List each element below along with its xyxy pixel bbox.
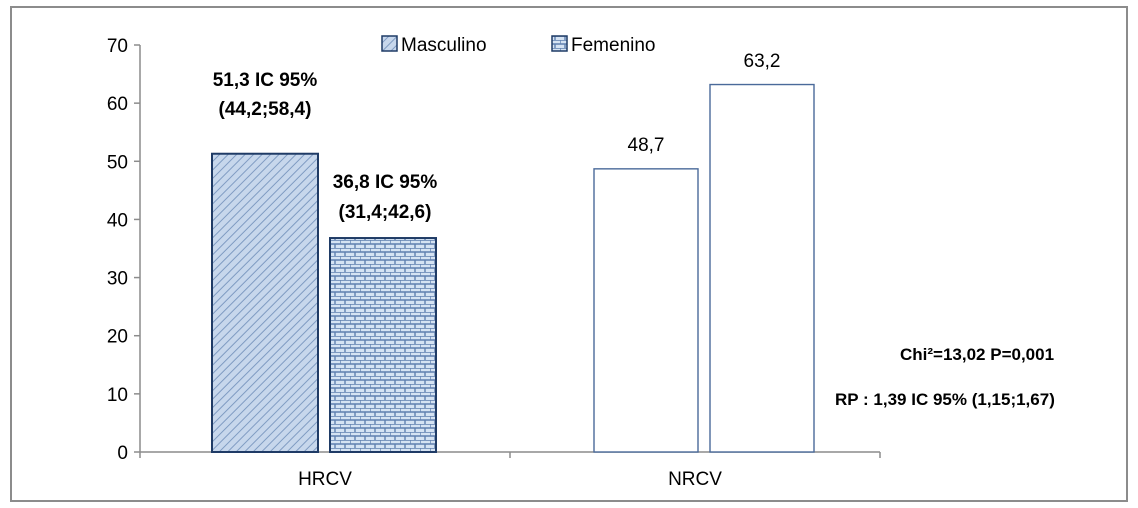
legend-label-masculino: Masculino (401, 35, 487, 56)
y-tick-label: 20 (107, 327, 128, 348)
bar-nrcv-femenino (709, 83, 815, 453)
statistics-annotations: Chi²=13,02 P=0,001 RP : 1,39 IC 95% (1,1… (835, 345, 1055, 409)
bars (211, 83, 815, 453)
bar-hrcv-masculino (211, 152, 319, 453)
y-tick-label: 10 (107, 385, 128, 406)
data-labels: 51,3 IC 95% (44,2;58,4) 36,8 IC 95% (31,4;4… (213, 51, 781, 223)
prevalence-ratio-annotation: RP : 1,39 IC 95% (1,15;1,67) (835, 390, 1055, 409)
bar-nrcv-masculino (593, 168, 699, 453)
y-tick-label: 50 (107, 152, 128, 173)
category-label-hrcv: HRCV (298, 469, 352, 490)
y-ticks: 0 10 20 30 40 50 60 70 (107, 36, 881, 464)
data-label-hrcv-femenino-ci: (31,4;42,6) (339, 202, 432, 223)
bar-hrcv-femenino (329, 237, 437, 453)
y-tick-label: 30 (107, 269, 128, 290)
chart-frame (10, 6, 1128, 502)
data-label-hrcv-masculino-value: 51,3 IC 95% (213, 70, 318, 91)
data-label-nrcv-masculino: 48,7 (628, 135, 665, 156)
legend-label-femenino: Femenino (571, 35, 656, 56)
y-tick-label: 40 (107, 210, 128, 231)
data-label-nrcv-femenino: 63,2 (744, 51, 781, 72)
legend-swatch-masculino (381, 35, 398, 52)
data-label-hrcv-femenino-value: 36,8 IC 95% (333, 172, 438, 193)
category-label-nrcv: NRCV (668, 469, 722, 490)
data-label-hrcv-masculino-ci: (44,2;58,4) (219, 99, 312, 120)
legend-swatch-femenino (551, 35, 568, 52)
y-tick-label: 60 (107, 94, 128, 115)
y-tick-label: 0 (117, 443, 128, 464)
legend: Masculino Femenino (381, 35, 656, 56)
chi-square-annotation: Chi²=13,02 P=0,001 (900, 345, 1054, 364)
category-labels: HRCV NRCV (298, 469, 722, 490)
y-tick-label: 70 (107, 36, 128, 57)
